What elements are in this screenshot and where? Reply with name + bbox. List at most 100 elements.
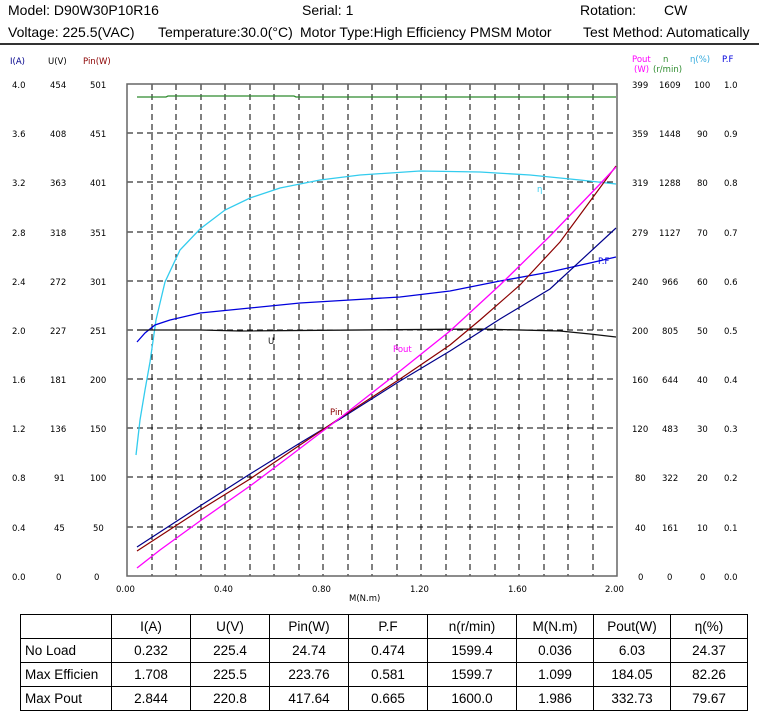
header-cell: I(A) xyxy=(111,614,191,639)
svg-text:318: 318 xyxy=(50,229,66,239)
row-label: No Load xyxy=(20,638,112,663)
cell: 0.665 xyxy=(348,686,428,711)
table-row: Max Pout 2.844 220.8 417.64 0.665 1600.0… xyxy=(20,686,748,711)
svg-text:0.6: 0.6 xyxy=(724,278,738,288)
svg-text:161: 161 xyxy=(662,524,678,534)
svg-text:45: 45 xyxy=(54,524,65,534)
svg-text:399: 399 xyxy=(632,81,648,91)
svg-text:1448: 1448 xyxy=(659,130,681,140)
series-voltage xyxy=(137,328,617,338)
svg-text:2.0: 2.0 xyxy=(12,327,26,337)
svg-text:0: 0 xyxy=(56,573,61,583)
cell: 184.05 xyxy=(593,662,671,687)
voltage-label: Voltage: 225.5(VAC) xyxy=(8,24,135,40)
svg-text:1.20: 1.20 xyxy=(410,585,429,595)
svg-text:966: 966 xyxy=(662,278,678,288)
header-cell: U(V) xyxy=(190,614,270,639)
svg-text:20: 20 xyxy=(697,474,708,484)
x-axis-label: M(N.m) xyxy=(349,594,380,604)
cell: 1.986 xyxy=(516,686,594,711)
svg-text:0.00: 0.00 xyxy=(116,585,135,595)
cell: 6.03 xyxy=(593,638,671,663)
axis-header-voltage: U(V) xyxy=(48,57,67,67)
svg-text:100: 100 xyxy=(90,474,106,484)
cell: 0.474 xyxy=(348,638,428,663)
label-pf: P.F xyxy=(598,257,610,267)
svg-text:150: 150 xyxy=(90,425,106,435)
svg-text:1127: 1127 xyxy=(659,229,681,239)
svg-text:80: 80 xyxy=(697,179,708,189)
svg-text:181: 181 xyxy=(50,376,66,386)
header-cell: M(N.m) xyxy=(516,614,594,639)
axis-header-current: I(A) xyxy=(10,57,25,67)
cell: 2.844 xyxy=(111,686,191,711)
svg-text:0.8: 0.8 xyxy=(724,179,738,189)
svg-text:401: 401 xyxy=(90,179,106,189)
performance-chart: I(A) U(V) Pin(W) Pout (W) n (r/min) η(%)… xyxy=(10,55,738,604)
svg-text:0.1: 0.1 xyxy=(724,524,738,534)
svg-text:363: 363 xyxy=(50,179,66,189)
axis-header-efficiency: η(%) xyxy=(690,55,710,65)
summary-table: I(A) U(V) Pin(W) P.F n(r/min) M(N.m) Pou… xyxy=(20,614,748,711)
cell: 79.67 xyxy=(670,686,748,711)
svg-text:120: 120 xyxy=(632,425,648,435)
svg-text:0.4: 0.4 xyxy=(12,524,26,534)
svg-text:60: 60 xyxy=(697,278,708,288)
svg-text:2.4: 2.4 xyxy=(12,278,26,288)
cell: 1599.4 xyxy=(427,638,517,663)
svg-text:1288: 1288 xyxy=(659,179,681,189)
axis-header-speed: n xyxy=(663,55,668,65)
svg-text:408: 408 xyxy=(50,130,66,140)
label-voltage: U xyxy=(268,337,274,347)
svg-text:2.8: 2.8 xyxy=(12,229,26,239)
motor-type-label: Motor Type:High Efficiency PMSM Motor xyxy=(300,24,552,40)
series-current xyxy=(136,227,617,548)
svg-text:501: 501 xyxy=(90,81,106,91)
svg-text:160: 160 xyxy=(632,376,648,386)
svg-text:136: 136 xyxy=(50,425,66,435)
svg-text:200: 200 xyxy=(90,376,106,386)
svg-text:240: 240 xyxy=(632,278,648,288)
svg-text:227: 227 xyxy=(50,327,66,337)
label-efficiency: η xyxy=(537,185,542,195)
cell: 417.64 xyxy=(269,686,349,711)
right-tick-labels: 399 1609 100 1.0 359 1448 90 0.9 319 1288 80 0.8 … xyxy=(632,81,738,583)
cell: 24.74 xyxy=(269,638,349,663)
svg-text:10: 10 xyxy=(697,524,708,534)
svg-text:351: 351 xyxy=(90,229,106,239)
cell: 1599.7 xyxy=(427,662,517,687)
cell: 1.708 xyxy=(111,662,191,687)
header-cell: n(r/min) xyxy=(427,614,517,639)
svg-text:1609: 1609 xyxy=(659,81,681,91)
svg-text:40: 40 xyxy=(697,376,708,386)
cell: 223.76 xyxy=(269,662,349,687)
svg-text:4.0: 4.0 xyxy=(12,81,26,91)
svg-text:251: 251 xyxy=(90,327,106,337)
svg-text:0.7: 0.7 xyxy=(724,229,738,239)
series-speed-n xyxy=(137,95,616,98)
svg-text:3.6: 3.6 xyxy=(12,130,26,140)
svg-text:1.6: 1.6 xyxy=(12,376,26,386)
cell: 332.73 xyxy=(593,686,671,711)
header-cell: Pout(W) xyxy=(593,614,671,639)
cell: 24.37 xyxy=(670,638,748,663)
svg-text:279: 279 xyxy=(632,229,648,239)
svg-text:0.0: 0.0 xyxy=(12,573,26,583)
plot-frame xyxy=(126,83,618,577)
cell: 225.5 xyxy=(190,662,270,687)
label-pout: Pout xyxy=(393,345,412,355)
header-cell: η(%) xyxy=(670,614,748,639)
svg-text:0.5: 0.5 xyxy=(724,327,738,337)
series-input-power xyxy=(136,165,617,552)
svg-text:2.00: 2.00 xyxy=(605,585,624,595)
axis-header-pin: Pin(W) xyxy=(83,57,111,67)
rotation-value: CW xyxy=(664,2,688,18)
series-output-power xyxy=(136,166,617,569)
cell: 0.036 xyxy=(516,638,594,663)
axis-header-pf: P.F xyxy=(722,55,734,65)
cell: 0.581 xyxy=(348,662,428,687)
svg-text:1.0: 1.0 xyxy=(724,81,738,91)
header-divider xyxy=(0,43,759,45)
cell: 1600.0 xyxy=(427,686,517,711)
svg-text:0.40: 0.40 xyxy=(214,585,233,595)
